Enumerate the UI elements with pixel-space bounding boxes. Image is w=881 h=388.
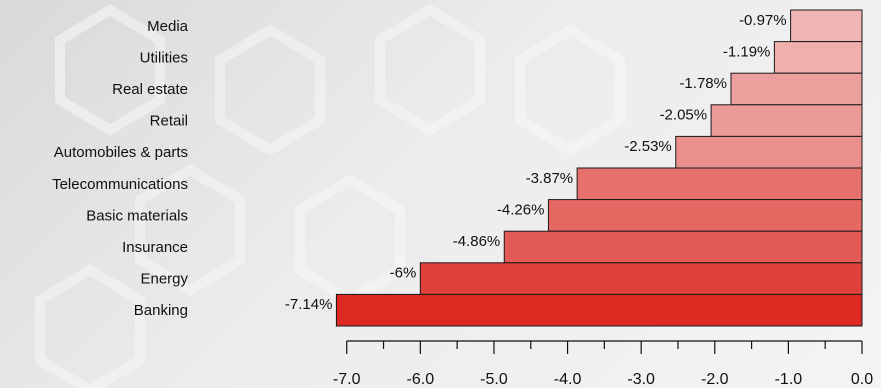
value-label: -2.05% xyxy=(660,107,708,124)
bars xyxy=(335,9,863,327)
bar xyxy=(576,167,863,201)
category-labels: Media Utilities Real estate Retail Automobil… xyxy=(52,18,189,319)
bar xyxy=(790,9,863,43)
category-label: Real estate xyxy=(112,81,188,98)
value-labels: -0.97% -1.19% -1.78% -2.05% -2.53% -3.87% -4.2… xyxy=(285,12,787,313)
value-label: -1.19% xyxy=(723,43,771,60)
x-tick-label: -3.0 xyxy=(627,371,655,388)
category-label: Utilities xyxy=(140,49,188,66)
bar xyxy=(419,262,863,295)
category-label: Telecommunications xyxy=(52,176,188,193)
x-tick-label: -1.0 xyxy=(775,371,803,388)
bar xyxy=(675,135,863,169)
x-tick-label: -7.0 xyxy=(333,371,361,388)
value-label: -3.87% xyxy=(526,170,574,187)
bar xyxy=(335,293,863,327)
bar xyxy=(710,104,863,137)
bar xyxy=(773,41,863,74)
value-label: -1.78% xyxy=(679,75,727,92)
value-label: -0.97% xyxy=(739,12,787,29)
value-label: -6% xyxy=(390,265,417,282)
category-label: Retail xyxy=(150,113,188,130)
background-pattern xyxy=(35,4,625,388)
category-label: Banking xyxy=(134,302,188,319)
x-axis: -7.0 -6.0 -5.0 -4.0 -3.0 -2.0 -1.0 0.0 xyxy=(333,340,873,388)
bar xyxy=(730,72,863,106)
category-label: Automobiles & parts xyxy=(54,144,188,161)
x-tick-label: -2.0 xyxy=(701,371,729,388)
bar xyxy=(503,230,863,264)
value-label: -4.26% xyxy=(497,201,545,218)
value-label: -2.53% xyxy=(624,138,672,155)
x-tick-label: -5.0 xyxy=(480,371,508,388)
x-tick-label: 0.0 xyxy=(851,371,873,388)
category-label: Media xyxy=(147,18,189,35)
category-label: Energy xyxy=(140,271,188,288)
x-tick-label: -6.0 xyxy=(407,371,435,388)
bar xyxy=(547,199,863,232)
value-label: -4.86% xyxy=(453,233,501,250)
value-label: -7.14% xyxy=(285,296,333,313)
category-label: Insurance xyxy=(122,239,188,256)
x-tick-label: -4.0 xyxy=(554,371,582,388)
category-label: Basic materials xyxy=(86,207,188,224)
